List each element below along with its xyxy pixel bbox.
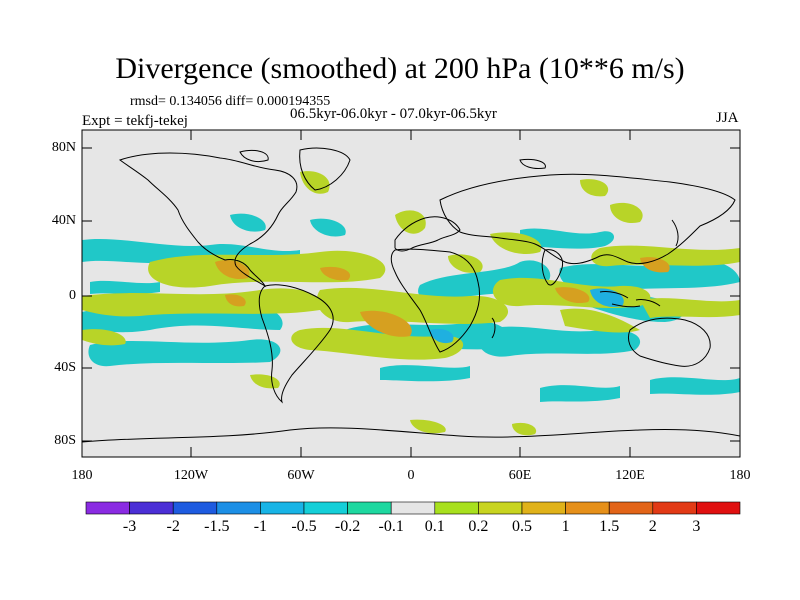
stats-text: rmsd= 0.134056 diff= 0.000194355 (130, 94, 331, 109)
colorbar-swatch (390, 501, 436, 515)
colorbar-swatch (172, 501, 218, 515)
colorbar-swatch (260, 501, 305, 515)
colorbar-label: -0.2 (334, 518, 361, 535)
colorbar-label: 2 (648, 518, 657, 535)
colorbar-swatch (478, 501, 523, 515)
colorbar-swatch (521, 501, 566, 515)
coastlines (82, 147, 740, 443)
colorbar-label: 1.5 (599, 518, 620, 535)
lat-tick: 40N (51, 213, 76, 228)
colorbar-swatch (608, 501, 654, 515)
lon-tick: 120W (173, 468, 209, 483)
colorbar-label: 0.2 (468, 518, 489, 535)
colorbar-swatch (303, 501, 348, 515)
colorbar-swatch (434, 501, 479, 515)
colorbar-label: -2 (166, 518, 180, 535)
colorbar-label: 3 (692, 518, 701, 535)
experiment-text: Expt = tekfj-tekej (82, 113, 188, 129)
anomaly-field (82, 147, 740, 443)
lon-tick: 60E (508, 468, 532, 483)
colorbar-swatch (129, 501, 174, 515)
colorbar-label: -0.1 (378, 518, 404, 535)
axis-ticks (81, 130, 741, 457)
lon-tick: 180 (729, 468, 751, 483)
positive-regions (82, 171, 740, 436)
colorbar-swatch (696, 501, 741, 515)
colorbar-label: 1 (561, 518, 570, 535)
colorbar-swatch (216, 501, 261, 515)
periods-text: 06.5kyr-06.0kyr - 07.0kyr-06.5kyr (290, 106, 497, 122)
map-title: Divergence (smoothed) at 200 hPa (10**6 … (115, 52, 685, 85)
lon-tick: 180 (71, 468, 93, 483)
lon-tick: 60W (287, 468, 315, 483)
colorbar-label: -3 (122, 518, 137, 535)
colorbar-label: 0.1 (424, 518, 445, 535)
colorbar-swatch (652, 501, 697, 515)
lat-tick: 40S (54, 360, 76, 375)
lon-tick: 0 (407, 468, 415, 483)
colorbar-swatch (565, 501, 610, 515)
lat-tick: 0 (69, 288, 76, 303)
colorbar-swatch (347, 501, 392, 515)
lon-tick: 120E (615, 468, 645, 483)
season-text: JJA (716, 110, 739, 126)
colorbar-label: -1 (253, 518, 268, 535)
colorbar-label: -0.5 (291, 518, 317, 535)
colorbar-label: -1.5 (204, 518, 230, 535)
strong-positive-regions (215, 257, 670, 337)
colorbar-label: 0.5 (512, 518, 532, 535)
colorbar-swatch (85, 501, 130, 515)
colorbar (85, 501, 741, 515)
lat-tick: 80N (51, 140, 76, 155)
lat-tick: 80S (54, 433, 76, 448)
